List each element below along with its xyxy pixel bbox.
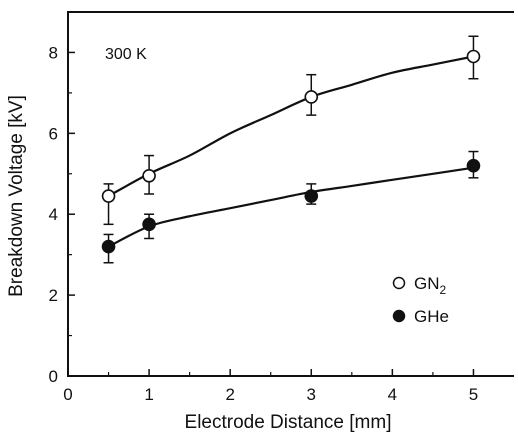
x-tick-label: 0 xyxy=(63,385,72,404)
fit-curve-ghe xyxy=(108,166,474,248)
y-tick-label: 8 xyxy=(49,43,58,62)
error-bars xyxy=(103,35,479,264)
temperature-annotation: 300 K xyxy=(105,46,147,63)
x-tick-label: 3 xyxy=(307,385,316,404)
fit-curve-gn2 xyxy=(108,55,474,197)
x-tick-label: 4 xyxy=(388,385,397,404)
legend-label-gn2: GN2 xyxy=(414,274,447,297)
legend: GN2 GHe xyxy=(392,274,449,326)
y-tick-label: 4 xyxy=(49,205,58,224)
legend-label-gn2-subscript: 2 xyxy=(440,283,447,297)
legend-open-circle-icon xyxy=(392,276,406,290)
plot-frame xyxy=(67,11,514,377)
data-point-ghe xyxy=(101,239,116,254)
legend-label-ghe-base: GHe xyxy=(414,307,449,326)
data-point-gn2 xyxy=(304,90,319,104)
x-tick-label: 5 xyxy=(469,385,478,404)
x-tick-label: 1 xyxy=(144,385,153,404)
data-points xyxy=(101,49,481,254)
legend-filled-circle-icon xyxy=(392,309,406,323)
data-point-ghe xyxy=(142,217,156,232)
axes: 0 1 2 3 4 5 0 2 4 6 8 xyxy=(49,11,514,404)
legend-item-gn2: GN2 xyxy=(392,274,447,297)
fit-curves xyxy=(108,55,474,248)
data-point-gn2 xyxy=(466,49,481,64)
data-point-ghe xyxy=(466,158,481,173)
legend-label-ghe: GHe xyxy=(414,307,449,326)
legend-item-ghe: GHe xyxy=(392,307,449,326)
data-point-ghe xyxy=(304,189,319,203)
x-axis-title: Electrode Distance [mm] xyxy=(185,412,392,433)
y-axis-title: Breakdown Voltage [kV] xyxy=(6,95,27,297)
y-tick-label: 0 xyxy=(49,367,58,386)
data-point-gn2 xyxy=(101,189,116,203)
x-tick-label: 2 xyxy=(225,385,234,404)
y-tick-label: 2 xyxy=(49,286,58,305)
data-point-gn2 xyxy=(142,169,156,183)
y-tick-label: 6 xyxy=(49,124,58,143)
legend-label-gn2-base: GN xyxy=(414,274,440,293)
